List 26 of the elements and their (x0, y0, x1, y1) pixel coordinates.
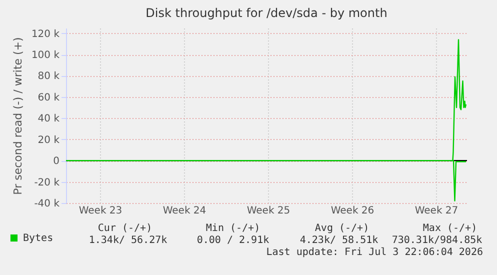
text: 1.34k/ 56.27k (88, 235, 168, 246)
x-tick-label: Week 27 (414, 206, 458, 216)
x-tick-label: Week 25 (246, 206, 290, 216)
text: Cur (-/+) (98, 223, 152, 234)
y-tick-label: 120 k (31, 28, 60, 40)
text: 0.00 / 2.91k (196, 235, 270, 246)
y-tick-label: 100 k (31, 50, 60, 62)
text: 4.23k/ 58.51k (300, 235, 378, 246)
y-tick-label: -20 k (34, 177, 60, 188)
y-tick-label: 60 k (38, 92, 60, 104)
y-tick-label: 20 k (38, 134, 60, 146)
text: Avg (-/+) (314, 223, 370, 234)
legend-label: Bytes (23, 233, 54, 244)
x-tick-label: Week 26 (330, 206, 374, 216)
x-tick-label: Week 24 (162, 206, 206, 216)
y-axis-title: Pr second read (-) / write (+) (11, 37, 24, 195)
text: Max (-/+) (422, 223, 478, 234)
chart-title: Disk throughput for /dev/sda - by month (146, 6, 388, 20)
y-tick-label: -40 k (34, 198, 60, 210)
text: 730.31k/984.85k (392, 235, 482, 246)
y-tick-label: 40 k (38, 114, 60, 125)
text: Min (-/+) (206, 223, 260, 234)
y-tick-label: 80 k (38, 71, 60, 82)
text: Last update: Fri Jul 3 22:06:04 2026 (266, 247, 483, 258)
y-tick-label: 0 (53, 156, 60, 168)
x-tick-label: Week 23 (78, 206, 122, 216)
